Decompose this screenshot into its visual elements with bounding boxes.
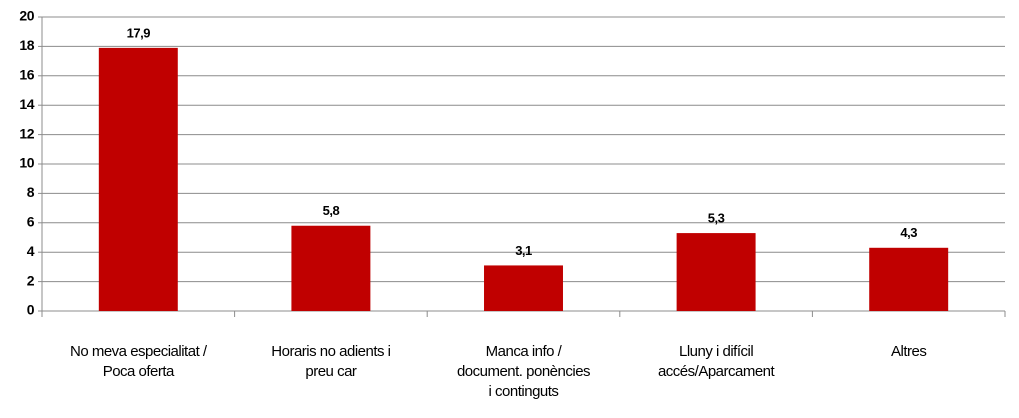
y-tick-label: 0 — [27, 302, 35, 318]
bar — [676, 233, 756, 311]
y-tick-label: 6 — [27, 214, 35, 230]
x-tick-label-line: document. ponències — [457, 363, 590, 380]
value-label: 17,9 — [127, 25, 151, 40]
y-tick-label: 8 — [27, 184, 35, 200]
bar — [869, 247, 949, 311]
x-tick-label: Lluny i difícil accés/Aparcament — [658, 343, 776, 380]
y-tick-label: 18 — [19, 37, 34, 53]
y-tick-label: 4 — [27, 243, 35, 259]
y-tick-label: 2 — [27, 272, 35, 288]
x-tick-label-line: Lluny i difícil — [679, 343, 753, 360]
y-tick-label: 10 — [19, 155, 34, 171]
value-label: 3,1 — [515, 243, 532, 258]
y-tick-label: 14 — [19, 96, 34, 112]
y-tick-label: 20 — [19, 8, 34, 24]
x-tick-label-line: accés/Aparcament — [658, 363, 776, 380]
y-tick-label: 16 — [19, 67, 34, 83]
x-tick-label-line: preu car — [305, 363, 357, 380]
x-tick-label: Manca info / document. ponències i conting… — [457, 343, 590, 400]
x-tick-label-line: Horaris no adients i — [271, 343, 390, 360]
x-tick-label-line: Manca info / — [486, 343, 563, 360]
x-tick-label-line: Poca oferta — [103, 363, 175, 380]
x-tick-label: Horaris no adients i preu car — [271, 343, 390, 380]
x-tick-label-line: i continguts — [489, 383, 559, 400]
value-label: 4,3 — [900, 225, 917, 240]
x-tick-label: Altres — [891, 343, 926, 360]
bar — [484, 265, 563, 311]
x-tick-label-line: No meva especialitat / — [70, 343, 208, 360]
x-tick-label: No meva especialitat / Poca oferta — [70, 343, 208, 380]
value-label: 5,3 — [708, 211, 725, 226]
x-tick-label-line: Altres — [891, 343, 926, 360]
y-tick-label: 12 — [19, 125, 34, 141]
value-label: 5,8 — [323, 203, 340, 218]
bar — [291, 225, 371, 311]
bar — [98, 47, 178, 312]
